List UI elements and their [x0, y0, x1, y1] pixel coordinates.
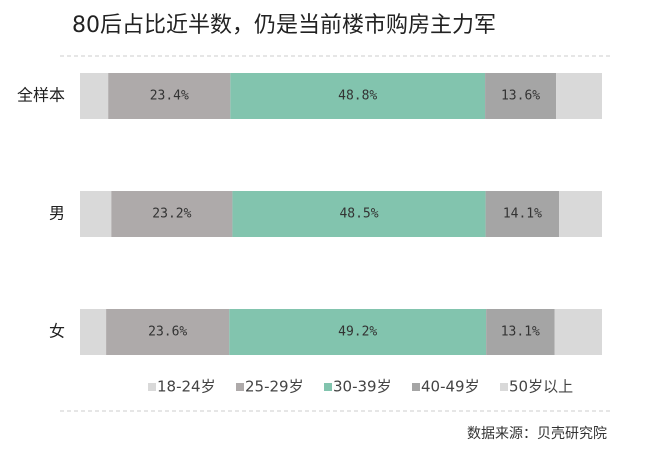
bar-segment [80, 73, 109, 119]
value-label: 13.6% [501, 89, 540, 104]
category-label: 女 [49, 322, 65, 341]
value-label: 23.2% [152, 207, 191, 222]
legend-label: 30-39岁 [333, 378, 392, 396]
category-label: 全样本 [17, 86, 65, 105]
legend-label: 40-49岁 [421, 378, 480, 396]
value-label: 23.4% [150, 89, 189, 104]
legend-label: 18-24岁 [157, 378, 216, 396]
category-label: 男 [49, 204, 65, 223]
legend-marker [500, 383, 508, 391]
bar-segment [554, 309, 602, 355]
legend-marker [148, 383, 156, 391]
bar-segment [229, 309, 487, 355]
bar-segment [485, 191, 560, 237]
bar-segment [485, 73, 557, 119]
bar-segment [80, 309, 107, 355]
bar-segment [111, 191, 233, 237]
bar-segment [80, 191, 112, 237]
value-label: 48.5% [339, 207, 378, 222]
source-note: 数据来源：贝壳研究院 [467, 425, 607, 442]
value-label: 23.6% [148, 325, 187, 340]
legend-label: 50岁以上 [509, 378, 573, 396]
bar-segment [486, 309, 555, 355]
bar-segment [106, 309, 230, 355]
value-label: 48.8% [338, 89, 377, 104]
legend-marker [324, 383, 332, 391]
value-label: 14.1% [503, 207, 542, 222]
value-label: 49.2% [338, 325, 377, 340]
bar-segment [230, 73, 486, 119]
legend-label: 25-29岁 [245, 378, 304, 396]
value-label: 13.1% [501, 325, 540, 340]
legend-marker [412, 383, 420, 391]
bar-segment [232, 191, 486, 237]
legend-marker [236, 383, 244, 391]
chart-title: 80后占比近半数，仍是当前楼市购房主力军 [72, 13, 496, 38]
bar-segment [556, 73, 602, 119]
bar-segment [559, 191, 602, 237]
bar-segment [108, 73, 231, 119]
